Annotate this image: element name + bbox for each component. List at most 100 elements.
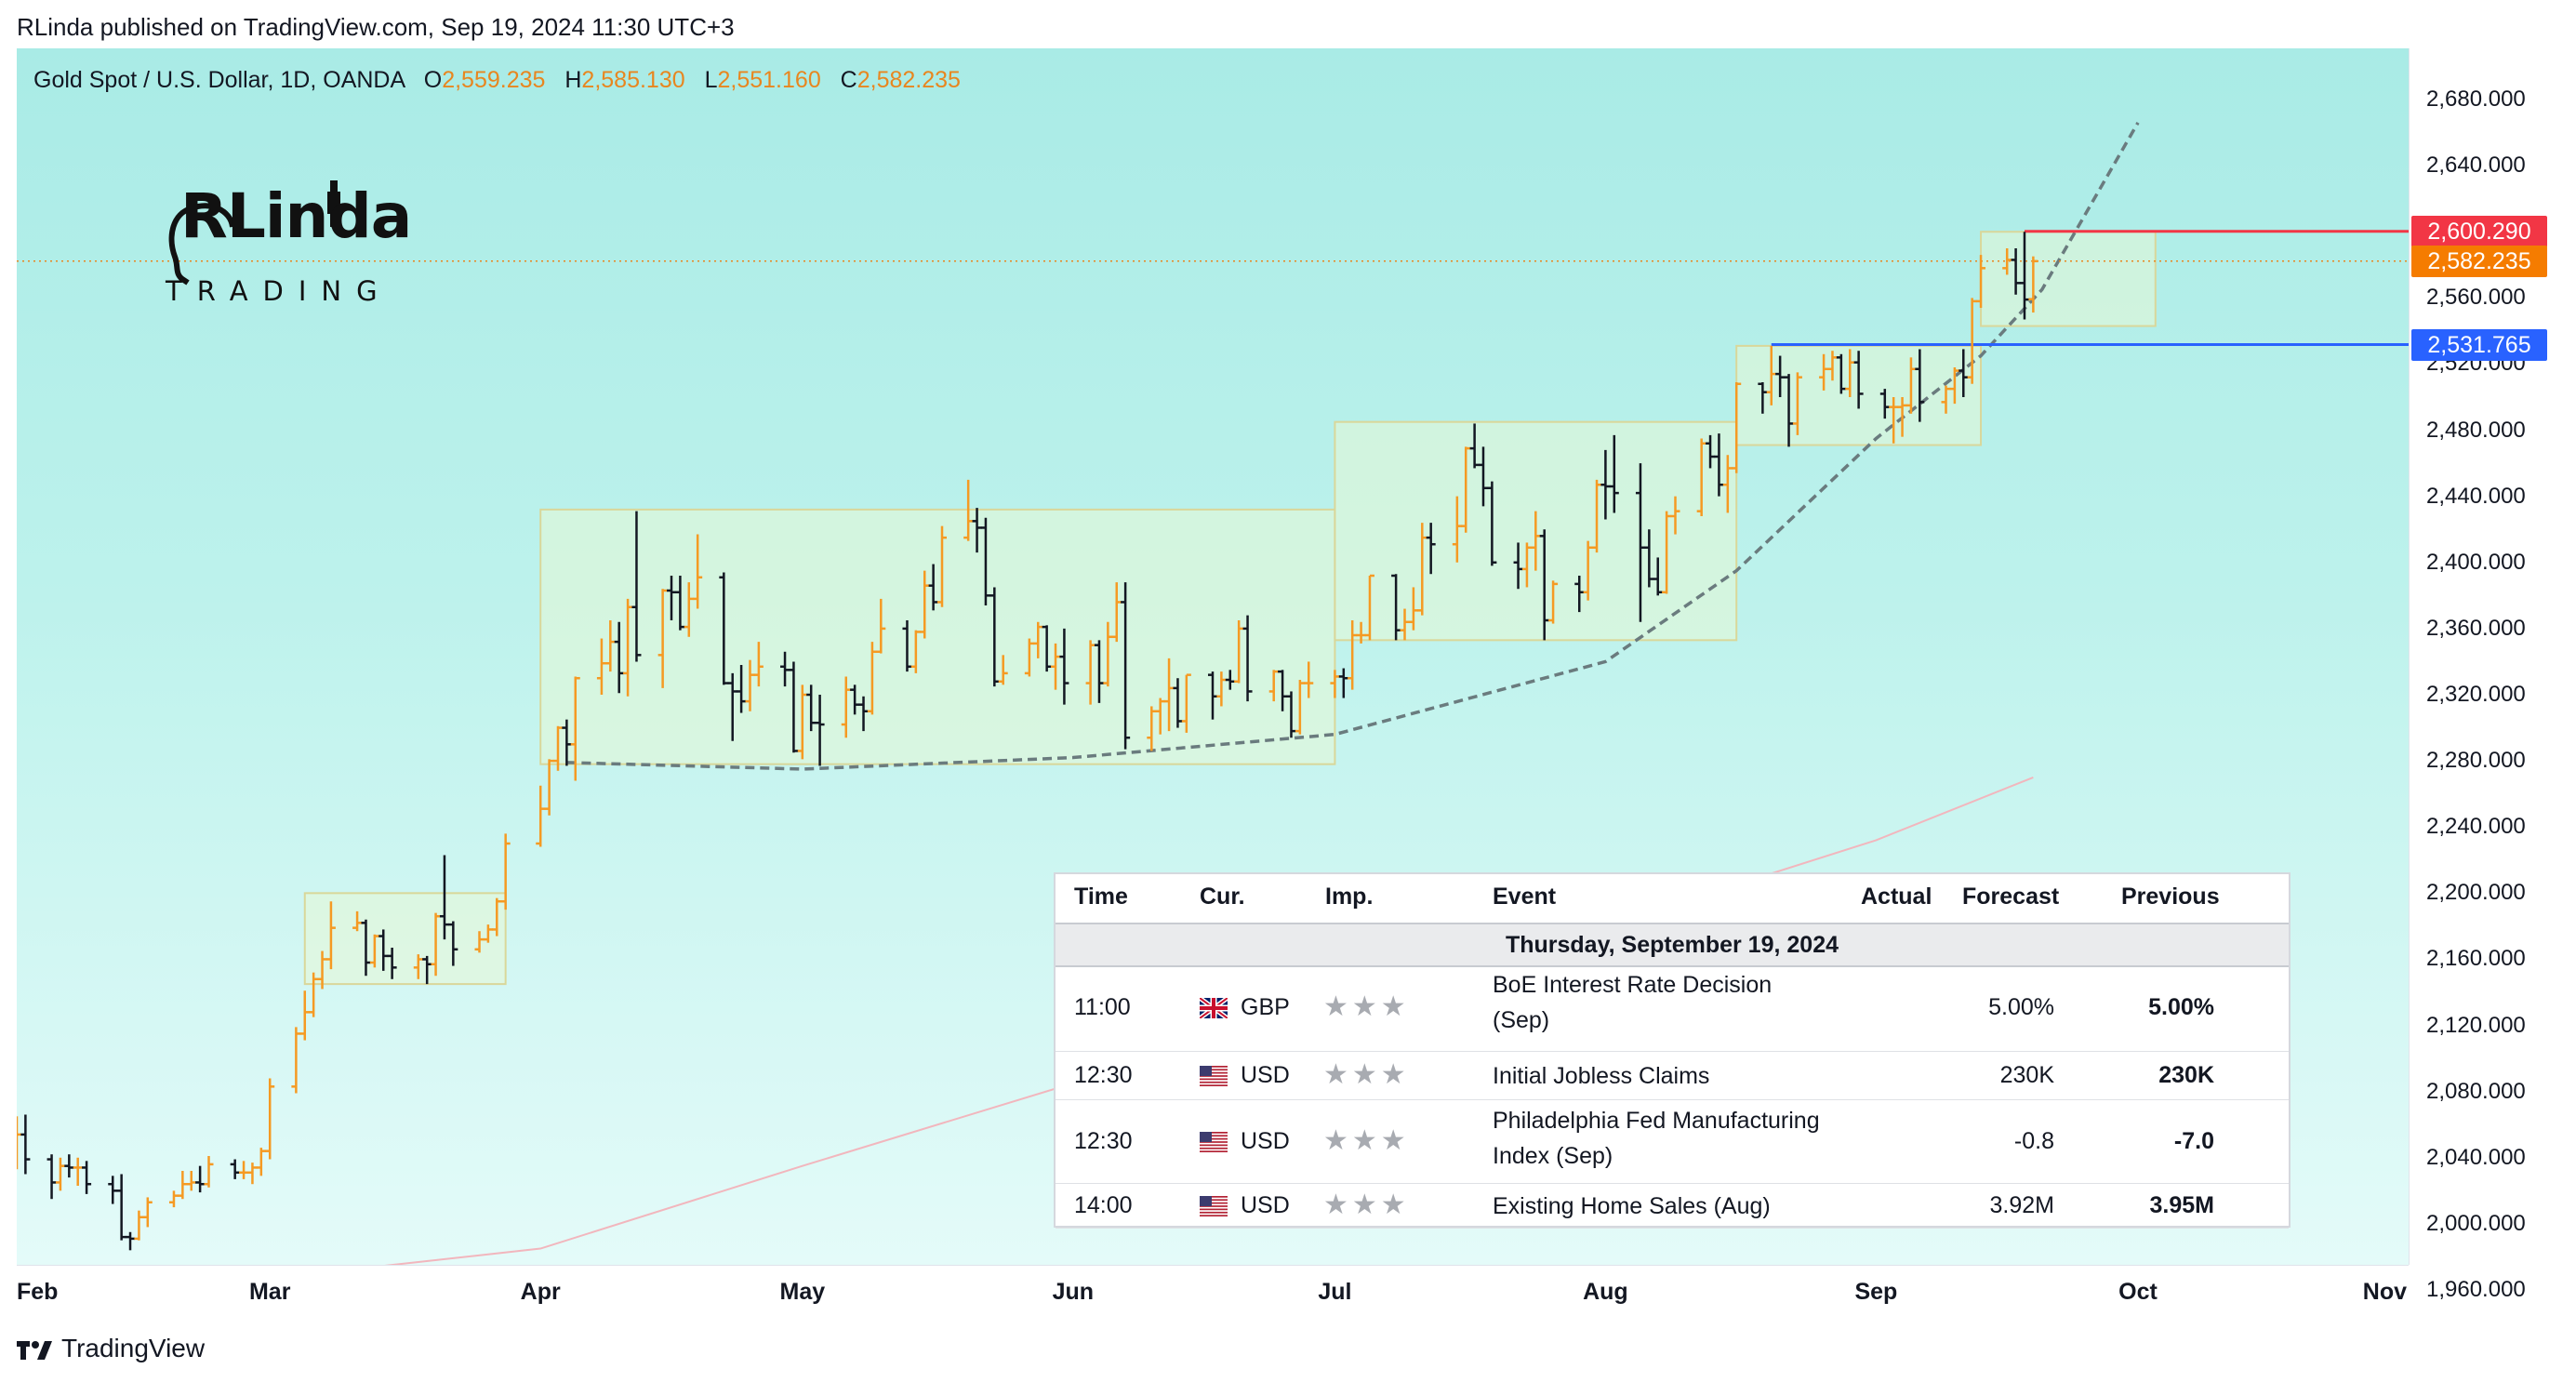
table-row: 12:30 USD ★★★ Initial Jobless Claims 230K 230…: [1056, 1051, 2289, 1100]
consolidation-zone: [1980, 231, 2157, 327]
symbol-legend: Gold Spot / U.S. Dollar, 1D, OANDA O2,55…: [33, 67, 961, 94]
tradingview-logo-icon: [17, 1340, 52, 1360]
event-name-line1: Initial Jobless Claims: [1493, 1063, 1710, 1089]
price-tick: 2,000.000: [2426, 1210, 2526, 1236]
event-name-line1: Philadelphia Fed Manufacturing: [1493, 1108, 1820, 1134]
price-tick: 2,360.000: [2426, 615, 2526, 641]
close-label: C: [840, 67, 857, 93]
brand-name: TradingView: [61, 1334, 206, 1362]
logo-word: RLinda: [180, 180, 412, 252]
open-label: O: [423, 67, 443, 93]
event-time: 11:00: [1074, 994, 1131, 1020]
gb-flag-icon: [1200, 998, 1228, 1019]
price-tick: 2,280.000: [2426, 748, 2526, 774]
price-chart[interactable]: [17, 48, 2409, 1265]
price-tick: 2,120.000: [2426, 1012, 2526, 1038]
event-time: 12:30: [1074, 1062, 1133, 1088]
event-previous: 3.95M: [2149, 1192, 2214, 1218]
header-actual: Actual: [1861, 884, 1932, 910]
logo-head-icon: [168, 180, 340, 286]
price-tick: 2,080.000: [2426, 1078, 2526, 1104]
event-previous: 230K: [2158, 1062, 2214, 1088]
table-date-row: Thursday, September 19, 2024: [1056, 923, 2289, 967]
time-tick-oct: Oct: [2118, 1279, 2158, 1305]
low-value: 2,551.160: [717, 67, 821, 93]
currency-code: USD: [1241, 1192, 1290, 1218]
support-price-label: 2,531.765: [2411, 328, 2547, 361]
time-tick-nov: Nov: [2362, 1279, 2407, 1305]
table-row: 12:30 USD ★★★ Philadelphia Fed Manufacturin…: [1056, 1099, 2289, 1184]
price-tick: 2,320.000: [2426, 682, 2526, 707]
event-previous: 5.00%: [2148, 994, 2214, 1020]
table-date: Thursday, September 19, 2024: [1505, 932, 1839, 958]
event-name: Existing Home Sales (Aug): [1493, 1189, 1771, 1224]
price-axis[interactable]: 2,680.0002,640.0002,600.0002,560.0002,52…: [2409, 48, 2558, 1302]
logo-sub: TRADING: [166, 275, 392, 307]
importance-stars-icon: ★★★: [1323, 991, 1410, 1022]
symbol-name: Gold Spot / U.S. Dollar, 1D, OANDA: [33, 67, 405, 93]
event-time: 14:00: [1074, 1192, 1133, 1218]
price-tick: 2,160.000: [2426, 946, 2526, 972]
price-tick: 2,200.000: [2426, 880, 2526, 906]
publish-info: RLinda published on TradingView.com, Sep…: [17, 13, 735, 41]
consolidation-zone: [539, 508, 1336, 765]
event-name-line1: BoE Interest Rate Decision: [1493, 972, 1773, 998]
price-tick: 2,560.000: [2426, 285, 2526, 311]
event-name-line1: Existing Home Sales (Aug): [1493, 1193, 1771, 1219]
event-name: Philadelphia Fed Manufacturing Index (Sep…: [1493, 1103, 1820, 1174]
time-tick-may: May: [779, 1279, 826, 1305]
price-tick: 2,240.000: [2426, 814, 2526, 840]
consolidation-zone: [303, 892, 507, 986]
event-time: 12:30: [1074, 1128, 1133, 1154]
event-currency: GBP: [1200, 994, 1290, 1021]
event-forecast: 3.92M: [1989, 1192, 2054, 1218]
importance-stars-icon: ★★★: [1323, 1125, 1410, 1156]
event-forecast: 5.00%: [1988, 994, 2054, 1020]
event-currency: USD: [1200, 1128, 1290, 1155]
price-tick: 2,400.000: [2426, 549, 2526, 575]
time-tick-sep: Sep: [1854, 1279, 1898, 1305]
resistance-price-label: 2,600.290: [2411, 215, 2547, 247]
open-value: 2,559.235: [442, 67, 546, 93]
time-tick-mar: Mar: [248, 1279, 291, 1305]
table-row: 11:00 GBP ★★★ BoE Interest Rate Decision (Se…: [1056, 963, 2289, 1052]
event-forecast: 230K: [1999, 1062, 2054, 1088]
us-flag-icon: [1200, 1066, 1228, 1087]
event-name-line2: Index (Sep): [1493, 1143, 1613, 1169]
header-previous: Previous: [2121, 884, 2220, 910]
event-previous: -7.0: [2173, 1128, 2214, 1154]
high-label: H: [564, 67, 582, 93]
event-name: Initial Jobless Claims: [1493, 1058, 1709, 1094]
us-flag-icon: [1200, 1196, 1228, 1217]
event-forecast: -0.8: [2013, 1128, 2054, 1154]
chart-pane[interactable]: Gold Spot / U.S. Dollar, 1D, OANDA O2,55…: [17, 48, 2409, 1265]
event-currency: USD: [1200, 1062, 1290, 1089]
high-value: 2,585.130: [581, 67, 685, 93]
us-flag-icon: [1200, 1132, 1228, 1153]
low-label: L: [704, 67, 718, 93]
header-importance: Imp.: [1325, 884, 1374, 910]
current-price-label: 2,582.235: [2411, 245, 2547, 277]
rlinda-logo: RLinda TRADING: [154, 171, 415, 320]
header-currency: Cur.: [1200, 884, 1245, 910]
time-tick-feb: Feb: [17, 1279, 59, 1305]
tradingview-brand[interactable]: TradingView: [17, 1334, 205, 1363]
currency-code: GBP: [1241, 994, 1290, 1020]
header-forecast: Forecast: [1962, 884, 2060, 910]
price-tick: 2,040.000: [2426, 1144, 2526, 1170]
event-name: BoE Interest Rate Decision (Sep): [1493, 967, 1772, 1038]
event-name-line2: (Sep): [1493, 1007, 1550, 1033]
event-currency: USD: [1200, 1192, 1290, 1219]
time-tick-jul: Jul: [1318, 1279, 1352, 1305]
time-axis[interactable]: Feb Mar Apr May Jun Jul Aug Sep Oct Nov: [17, 1265, 2409, 1318]
currency-code: USD: [1241, 1062, 1290, 1088]
time-tick-aug: Aug: [1583, 1279, 1628, 1305]
close-value: 2,582.235: [856, 67, 961, 93]
price-tick: 2,480.000: [2426, 417, 2526, 443]
price-tick: 2,640.000: [2426, 153, 2526, 179]
table-header: Time Cur. Imp. Event Actual Forecast Pre…: [1056, 874, 2289, 924]
importance-stars-icon: ★★★: [1323, 1059, 1410, 1090]
header-event: Event: [1493, 884, 1557, 910]
importance-stars-icon: ★★★: [1323, 1189, 1410, 1220]
price-tick: 2,440.000: [2426, 483, 2526, 509]
